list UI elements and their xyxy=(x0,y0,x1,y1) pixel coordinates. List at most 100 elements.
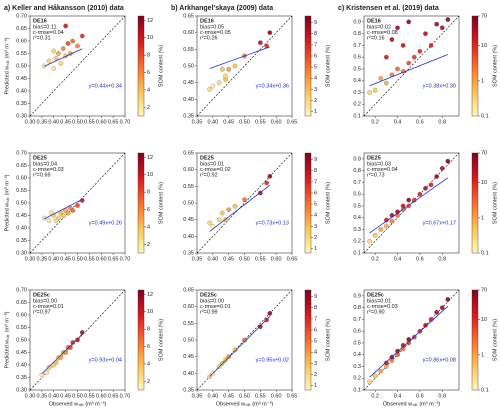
one-to-one-line xyxy=(196,152,293,254)
panel-label: DE16 xyxy=(367,18,381,24)
y-tick-label: 0.1 xyxy=(353,113,361,119)
point xyxy=(223,73,228,79)
y-tick-label: 0.65 xyxy=(183,150,194,156)
fit-label: y=0.93x+0.04 xyxy=(89,357,122,363)
one-to-one-line xyxy=(196,15,293,117)
stat-label: c-rmse=0.04 xyxy=(33,30,64,36)
point xyxy=(384,360,389,366)
y-tick-label: 0.65 xyxy=(16,163,27,169)
stat-label: bias=0.04 xyxy=(33,161,57,167)
colorbar-tick-label: 8 xyxy=(147,190,150,196)
point xyxy=(51,48,57,54)
y-tick-label: 0.8 xyxy=(353,305,361,311)
y-tick-label: 0.65 xyxy=(16,300,27,306)
point xyxy=(372,373,378,379)
y-tick-label: 0.5 xyxy=(353,66,361,72)
colorbar-label: SOM content (%) xyxy=(158,319,164,361)
one-to-one-line xyxy=(363,152,460,254)
point xyxy=(439,25,445,31)
point xyxy=(400,203,406,209)
y-tick-label: 0.3 xyxy=(353,90,361,96)
point xyxy=(75,203,80,208)
point xyxy=(445,297,451,302)
point xyxy=(378,76,384,81)
stat-label: r²=0.92 xyxy=(200,172,218,178)
y-tick-label: 0.60 xyxy=(16,175,27,181)
point xyxy=(267,311,273,316)
x-tick-label: 0.4 xyxy=(394,119,402,125)
fit-label: y=0.67x+0.17 xyxy=(423,220,456,226)
y-tick-label: 0.3 xyxy=(353,364,361,370)
stat-label: bias=0.05 xyxy=(200,24,224,30)
x-tick-label: 0.55 xyxy=(84,119,95,125)
y-tick-label: 0.60 xyxy=(16,38,27,44)
point xyxy=(428,317,434,322)
point xyxy=(210,83,216,89)
point xyxy=(378,227,384,232)
y-tick-label: 0.35 xyxy=(16,101,27,107)
point xyxy=(417,191,423,197)
y-tick-label: 0.50 xyxy=(16,337,27,343)
colorbar-tick-label: 2 xyxy=(314,235,317,241)
x-tick-label: 0.45 xyxy=(223,256,234,262)
point xyxy=(79,33,85,39)
x-tick-label: 0.30 xyxy=(25,393,36,399)
y-tick-label: 0.60 xyxy=(183,30,194,36)
point xyxy=(44,370,49,375)
y-tick-label: 0.30 xyxy=(16,113,27,119)
y-tick-label: 0.1 xyxy=(353,387,361,393)
y-tick-label: 0.45 xyxy=(16,350,27,356)
x-axis-label: Observed wₛₐₜ (m³ m⁻³) xyxy=(216,401,274,407)
colorbar-tick-label: 4 xyxy=(314,350,317,356)
y-tick-label: 0.70 xyxy=(16,287,27,293)
point xyxy=(378,368,384,374)
point xyxy=(267,30,273,35)
colorbar-tick-label: 12 xyxy=(147,18,153,24)
fit-line xyxy=(209,316,271,377)
x-tick-label: 0.60 xyxy=(96,393,107,399)
point xyxy=(428,43,434,48)
panel-label: DE25 xyxy=(367,155,381,161)
fit-label: y=0.73x+0.13 xyxy=(256,220,289,226)
y-tick-label: 0.4 xyxy=(353,215,361,221)
y-tick-label: 0.55 xyxy=(16,51,27,57)
stat-label: bias=0.11 xyxy=(33,24,57,30)
colorbar-tick-label: 0.1 xyxy=(481,387,489,393)
y-tick-label: 0.7 xyxy=(353,43,361,49)
x-tick-label: 0.60 xyxy=(271,256,282,262)
point xyxy=(406,19,412,25)
colorbar-tick-label: 2 xyxy=(147,105,150,111)
stat-label: bias=0.00 xyxy=(33,298,57,304)
point xyxy=(226,207,231,212)
y-tick-label: 0.40 xyxy=(183,97,194,103)
panel-label: DE16 xyxy=(200,18,214,24)
stat-label: c-rmse=0.04 xyxy=(367,167,398,173)
colorbar-tick-label: 1 xyxy=(314,383,317,389)
colorbar xyxy=(471,152,479,254)
y-tick-label: 0.60 xyxy=(16,312,27,318)
point xyxy=(63,23,68,29)
colorbar-tick-label: 8 xyxy=(314,31,317,37)
fit-line xyxy=(41,333,83,374)
y-tick-label: 0.6 xyxy=(353,329,361,335)
colorbar-tick-label: 10 xyxy=(481,180,487,186)
colorbar-tick-label: 1 xyxy=(481,215,484,221)
stat-label: r²=0.69 xyxy=(33,172,51,178)
x-tick-label: 0.35 xyxy=(192,393,203,399)
colorbar-tick-label: 1 xyxy=(314,246,317,252)
point xyxy=(395,66,400,72)
point xyxy=(53,360,59,365)
point xyxy=(232,347,238,353)
x-tick-label: 0.55 xyxy=(255,256,266,262)
colorbar-tick-label: 10 xyxy=(481,43,487,49)
one-to-one-line xyxy=(29,15,126,117)
y-tick-label: 0.5 xyxy=(353,203,361,209)
colorbar-tick-label: 12 xyxy=(147,292,153,298)
colorbar-tick-label: 9 xyxy=(314,294,317,300)
y-tick-label: 0.7 xyxy=(353,180,361,186)
x-tick-label: 0.4 xyxy=(394,393,402,399)
point xyxy=(445,17,451,22)
stat-label: r²=0.97 xyxy=(33,309,51,315)
point xyxy=(439,305,445,310)
y-tick-label: 0.8 xyxy=(353,31,361,37)
